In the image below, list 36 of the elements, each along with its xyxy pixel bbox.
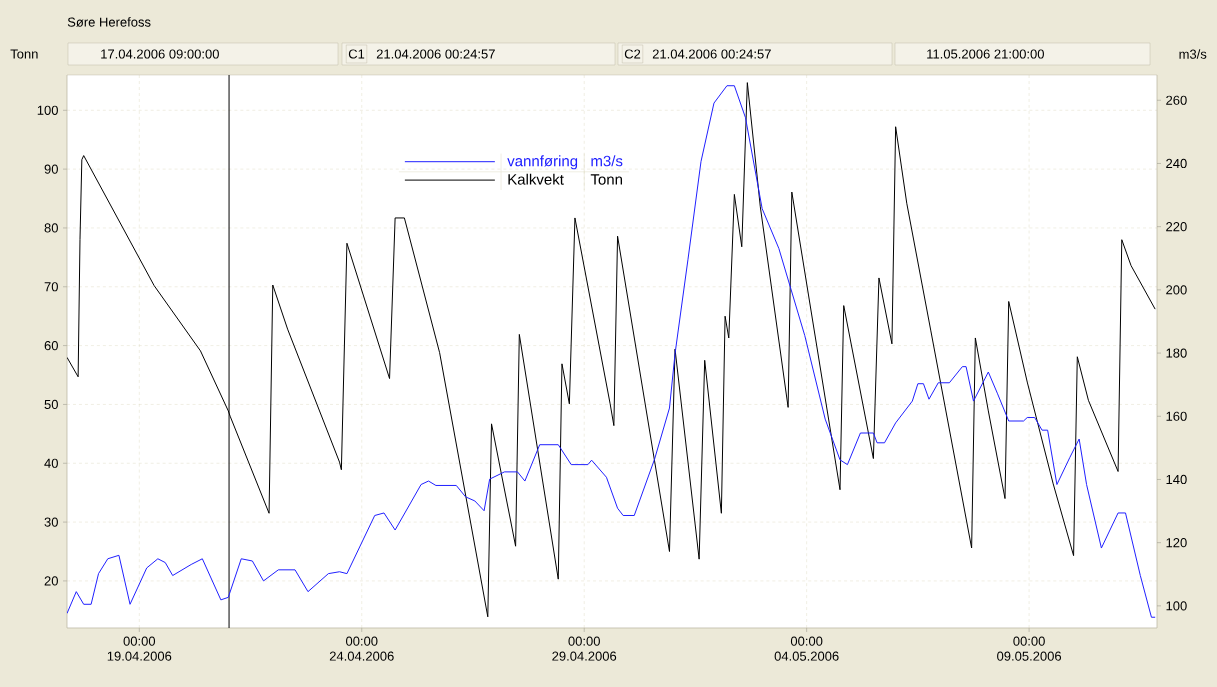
y-tick-label: 40 [44,458,58,468]
y-axis-title: Tonn [10,49,38,59]
x-tick-label: 00:00 24.04.2006 [329,636,394,661]
y-tick-label: 80 [44,223,58,233]
text: C1 [348,49,365,59]
text: 11.05.2006 21:00:00 [927,49,1044,59]
y2-axis-title: m3/s [1179,49,1207,59]
text: 17.04.2006 09:00:00 [101,49,219,59]
text: Kalkvekt [508,173,564,185]
text: C2 [624,49,641,59]
x-tick-label: 00:00 09.05.2006 [997,636,1062,661]
annotation: Tonn [590,174,623,185]
y2-tick-label: 240 [1166,158,1187,169]
y2-tick-label: 200 [1166,285,1187,295]
text: vannføring [507,155,578,170]
annotation: m3/s [591,155,623,167]
y2-tick-label: 100 [1166,601,1187,611]
y2-tick-label: 180 [1166,348,1187,358]
x-tick-label: 00:00 19.04.2006 [107,636,172,661]
y2-tick-label: 140 [1166,474,1187,485]
y-tick-label: 60 [44,341,58,351]
y-tick-label: 20 [44,576,58,586]
y-tick-label: 70 [44,282,58,292]
x-tick-label: 00:00 04.05.2006 [774,636,839,661]
x-tick-label: 00:00 29.04.2006 [552,636,617,661]
y-tick-label: 50 [44,399,58,410]
y2-tick-label: 260 [1166,95,1187,105]
text: 21.04.2006 00:24:57 [376,49,495,59]
y2-tick-label: 120 [1166,538,1187,548]
chart-title: Søre Herefoss [67,17,151,27]
text: 21.04.2006 00:24:57 [652,49,771,59]
y2-tick-label: 220 [1166,222,1187,232]
y-tick-label: 30 [44,517,58,527]
y-tick-label: 90 [44,164,58,174]
y-tick-label: 100 [37,105,58,115]
y2-tick-label: 160 [1166,411,1187,421]
